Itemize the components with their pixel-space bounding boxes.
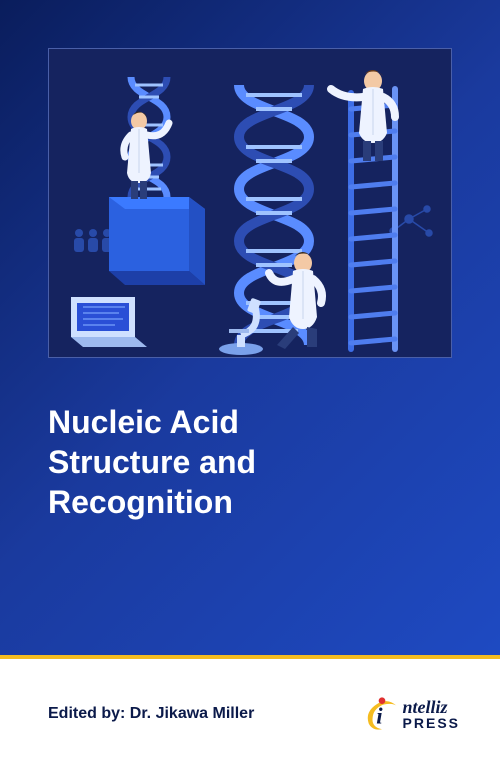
editor-name: Dr. Jikawa Miller xyxy=(130,705,255,722)
dna-scientists-scene xyxy=(49,49,452,358)
book-title: Nucleic Acid Structure and Recognition xyxy=(48,402,452,522)
editor-credit: Edited by: Dr. Jikawa Miller xyxy=(48,705,254,723)
title-line-2: Structure and xyxy=(48,444,256,480)
wall-people-icon xyxy=(74,229,112,252)
laptop-icon xyxy=(71,297,147,347)
book-cover: Nucleic Acid Structure and Recognition E… xyxy=(0,0,500,769)
footer: Edited by: Dr. Jikawa Miller i ntelliz P… xyxy=(0,659,500,769)
publisher-name-top: ntelliz xyxy=(403,698,460,716)
cover-illustration xyxy=(48,48,452,358)
svg-text:i: i xyxy=(376,704,383,729)
publisher-name: ntelliz PRESS xyxy=(403,698,460,730)
title-line-3: Recognition xyxy=(48,484,233,520)
title-line-1: Nucleic Acid xyxy=(48,404,239,440)
pedestal xyxy=(109,197,205,285)
publisher-logo: i ntelliz PRESS xyxy=(363,695,460,733)
editor-prefix: Edited by: xyxy=(48,705,130,722)
publisher-name-bottom: PRESS xyxy=(403,716,460,730)
scientist-on-ladder xyxy=(331,70,395,161)
publisher-logo-mark: i xyxy=(363,695,401,733)
